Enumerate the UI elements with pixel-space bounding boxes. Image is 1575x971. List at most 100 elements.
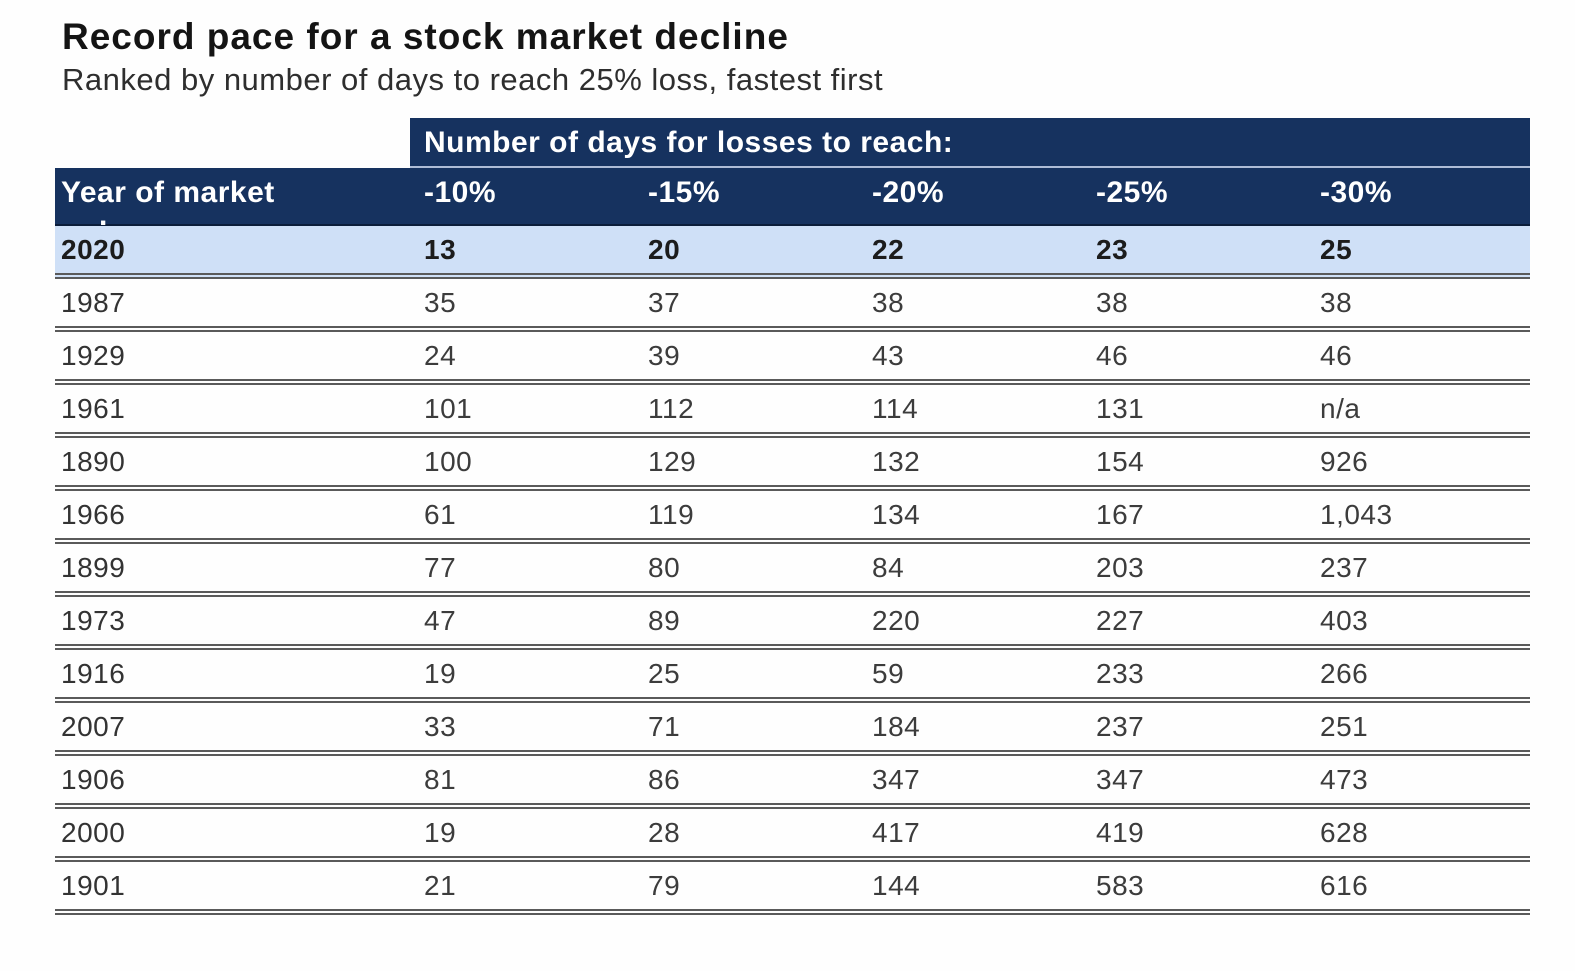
year-cell: 1890 xyxy=(61,446,126,477)
year-cell: 1961 xyxy=(61,393,126,424)
chart-title: Record pace for a stock market decline xyxy=(62,16,789,57)
year-cell: 2000 xyxy=(61,817,126,848)
year-column-header-label: Year of market xyxy=(61,176,275,209)
year-cell: 1987 xyxy=(61,287,126,318)
value-cell: 13 xyxy=(424,234,457,265)
table-row: 1916 19 25 59 233 266 xyxy=(55,650,1530,703)
value-cell: 227 xyxy=(1096,605,1145,636)
value-cell: 19 xyxy=(424,817,457,848)
value-cell: 134 xyxy=(872,499,921,530)
year-cell: 1901 xyxy=(61,870,126,901)
value-cell: 101 xyxy=(424,393,473,424)
value-cell: 77 xyxy=(424,552,457,583)
value-cell: 119 xyxy=(648,499,695,530)
value-cell: 35 xyxy=(424,287,457,318)
value-cell: 347 xyxy=(872,764,921,795)
value-cell: 47 xyxy=(424,605,457,636)
year-cell: 1899 xyxy=(61,552,126,583)
year-cell: 2007 xyxy=(61,711,126,742)
value-cell: 24 xyxy=(424,340,457,371)
table-row: 1966 61 119 134 167 1,043 xyxy=(55,491,1530,544)
value-cell: 33 xyxy=(424,711,457,742)
value-cell: 1,043 xyxy=(1320,499,1393,530)
value-cell: 403 xyxy=(1320,605,1369,636)
value-cell: 419 xyxy=(1096,817,1145,848)
value-cell: 347 xyxy=(1096,764,1145,795)
value-cell: 417 xyxy=(872,817,921,848)
value-cell: 46 xyxy=(1320,340,1353,371)
value-cell: 112 xyxy=(648,393,695,424)
value-cell: 583 xyxy=(1096,870,1145,901)
value-cell: 237 xyxy=(1096,711,1145,742)
table-header-row: Year of market . -10% -15% -20% -25% -30… xyxy=(55,168,1530,232)
value-cell: 100 xyxy=(424,446,473,477)
group-header-band: Number of days for losses to reach: xyxy=(410,118,1530,168)
value-cell: 132 xyxy=(872,446,921,477)
value-cell: 38 xyxy=(1320,287,1353,318)
value-cell: 46 xyxy=(1096,340,1129,371)
table-row: 1890 100 129 132 154 926 xyxy=(55,438,1530,491)
value-cell: 25 xyxy=(1320,234,1353,265)
value-cell: 38 xyxy=(1096,287,1129,318)
column-header: -20% xyxy=(872,176,945,209)
value-cell: 89 xyxy=(648,605,681,636)
column-header: -25% xyxy=(1096,176,1169,209)
year-column-header-dot: . xyxy=(99,199,108,232)
value-cell: 220 xyxy=(872,605,921,636)
table-row: 1987 35 37 38 38 38 xyxy=(55,279,1530,332)
value-cell: 25 xyxy=(648,658,681,689)
value-cell: 129 xyxy=(648,446,697,477)
value-cell: 81 xyxy=(424,764,457,795)
value-cell: 616 xyxy=(1320,870,1369,901)
value-cell: 61 xyxy=(424,499,457,530)
group-header-label: Number of days for losses to reach: xyxy=(424,126,954,159)
year-cell: 1929 xyxy=(61,340,126,371)
value-cell: 114 xyxy=(872,393,919,424)
table-row: 1961 101 112 114 131 n/a xyxy=(55,385,1530,438)
year-cell: 1973 xyxy=(61,605,126,636)
value-cell: 38 xyxy=(872,287,905,318)
year-cell: 1916 xyxy=(61,658,126,689)
value-cell: 22 xyxy=(872,234,905,265)
value-cell: 131 xyxy=(1096,393,1145,424)
value-cell: 28 xyxy=(648,817,681,848)
table-row: 2020 13 20 22 23 25 xyxy=(55,226,1530,279)
value-cell: 233 xyxy=(1096,658,1145,689)
chart-subtitle: Ranked by number of days to reach 25% lo… xyxy=(62,62,884,97)
year-cell: 2020 xyxy=(61,234,126,265)
value-cell: 21 xyxy=(424,870,457,901)
value-cell: 237 xyxy=(1320,552,1369,583)
value-cell: 473 xyxy=(1320,764,1369,795)
table-row: 1906 81 86 347 347 473 xyxy=(55,756,1530,809)
value-cell: 37 xyxy=(648,287,681,318)
value-cell: 19 xyxy=(424,658,457,689)
table-row: 2000 19 28 417 419 628 xyxy=(55,809,1530,862)
year-cell: 1906 xyxy=(61,764,126,795)
value-cell: 184 xyxy=(872,711,921,742)
value-cell: 167 xyxy=(1096,499,1145,530)
column-header: -30% xyxy=(1320,176,1393,209)
value-cell: 203 xyxy=(1096,552,1145,583)
column-header: -15% xyxy=(648,176,721,209)
value-cell: 84 xyxy=(872,552,905,583)
value-cell: 154 xyxy=(1096,446,1145,477)
value-cell: 628 xyxy=(1320,817,1369,848)
value-cell: 23 xyxy=(1096,234,1129,265)
value-cell: 59 xyxy=(872,658,905,689)
value-cell: 144 xyxy=(872,870,921,901)
table-row: 1901 21 79 144 583 616 xyxy=(55,862,1530,915)
year-cell: 1966 xyxy=(61,499,126,530)
value-cell: 79 xyxy=(648,870,681,901)
value-cell: 266 xyxy=(1320,658,1369,689)
table-row: 1899 77 80 84 203 237 xyxy=(55,544,1530,597)
table-row: 1929 24 39 43 46 46 xyxy=(55,332,1530,385)
value-cell: 20 xyxy=(648,234,681,265)
column-header: -10% xyxy=(424,176,497,209)
table-row: 2007 33 71 184 237 251 xyxy=(55,703,1530,756)
value-cell: 926 xyxy=(1320,446,1369,477)
value-cell: 86 xyxy=(648,764,681,795)
value-cell: 251 xyxy=(1320,711,1369,742)
decline-table: Number of days for losses to reach: Year… xyxy=(55,118,1530,915)
value-cell: 39 xyxy=(648,340,681,371)
